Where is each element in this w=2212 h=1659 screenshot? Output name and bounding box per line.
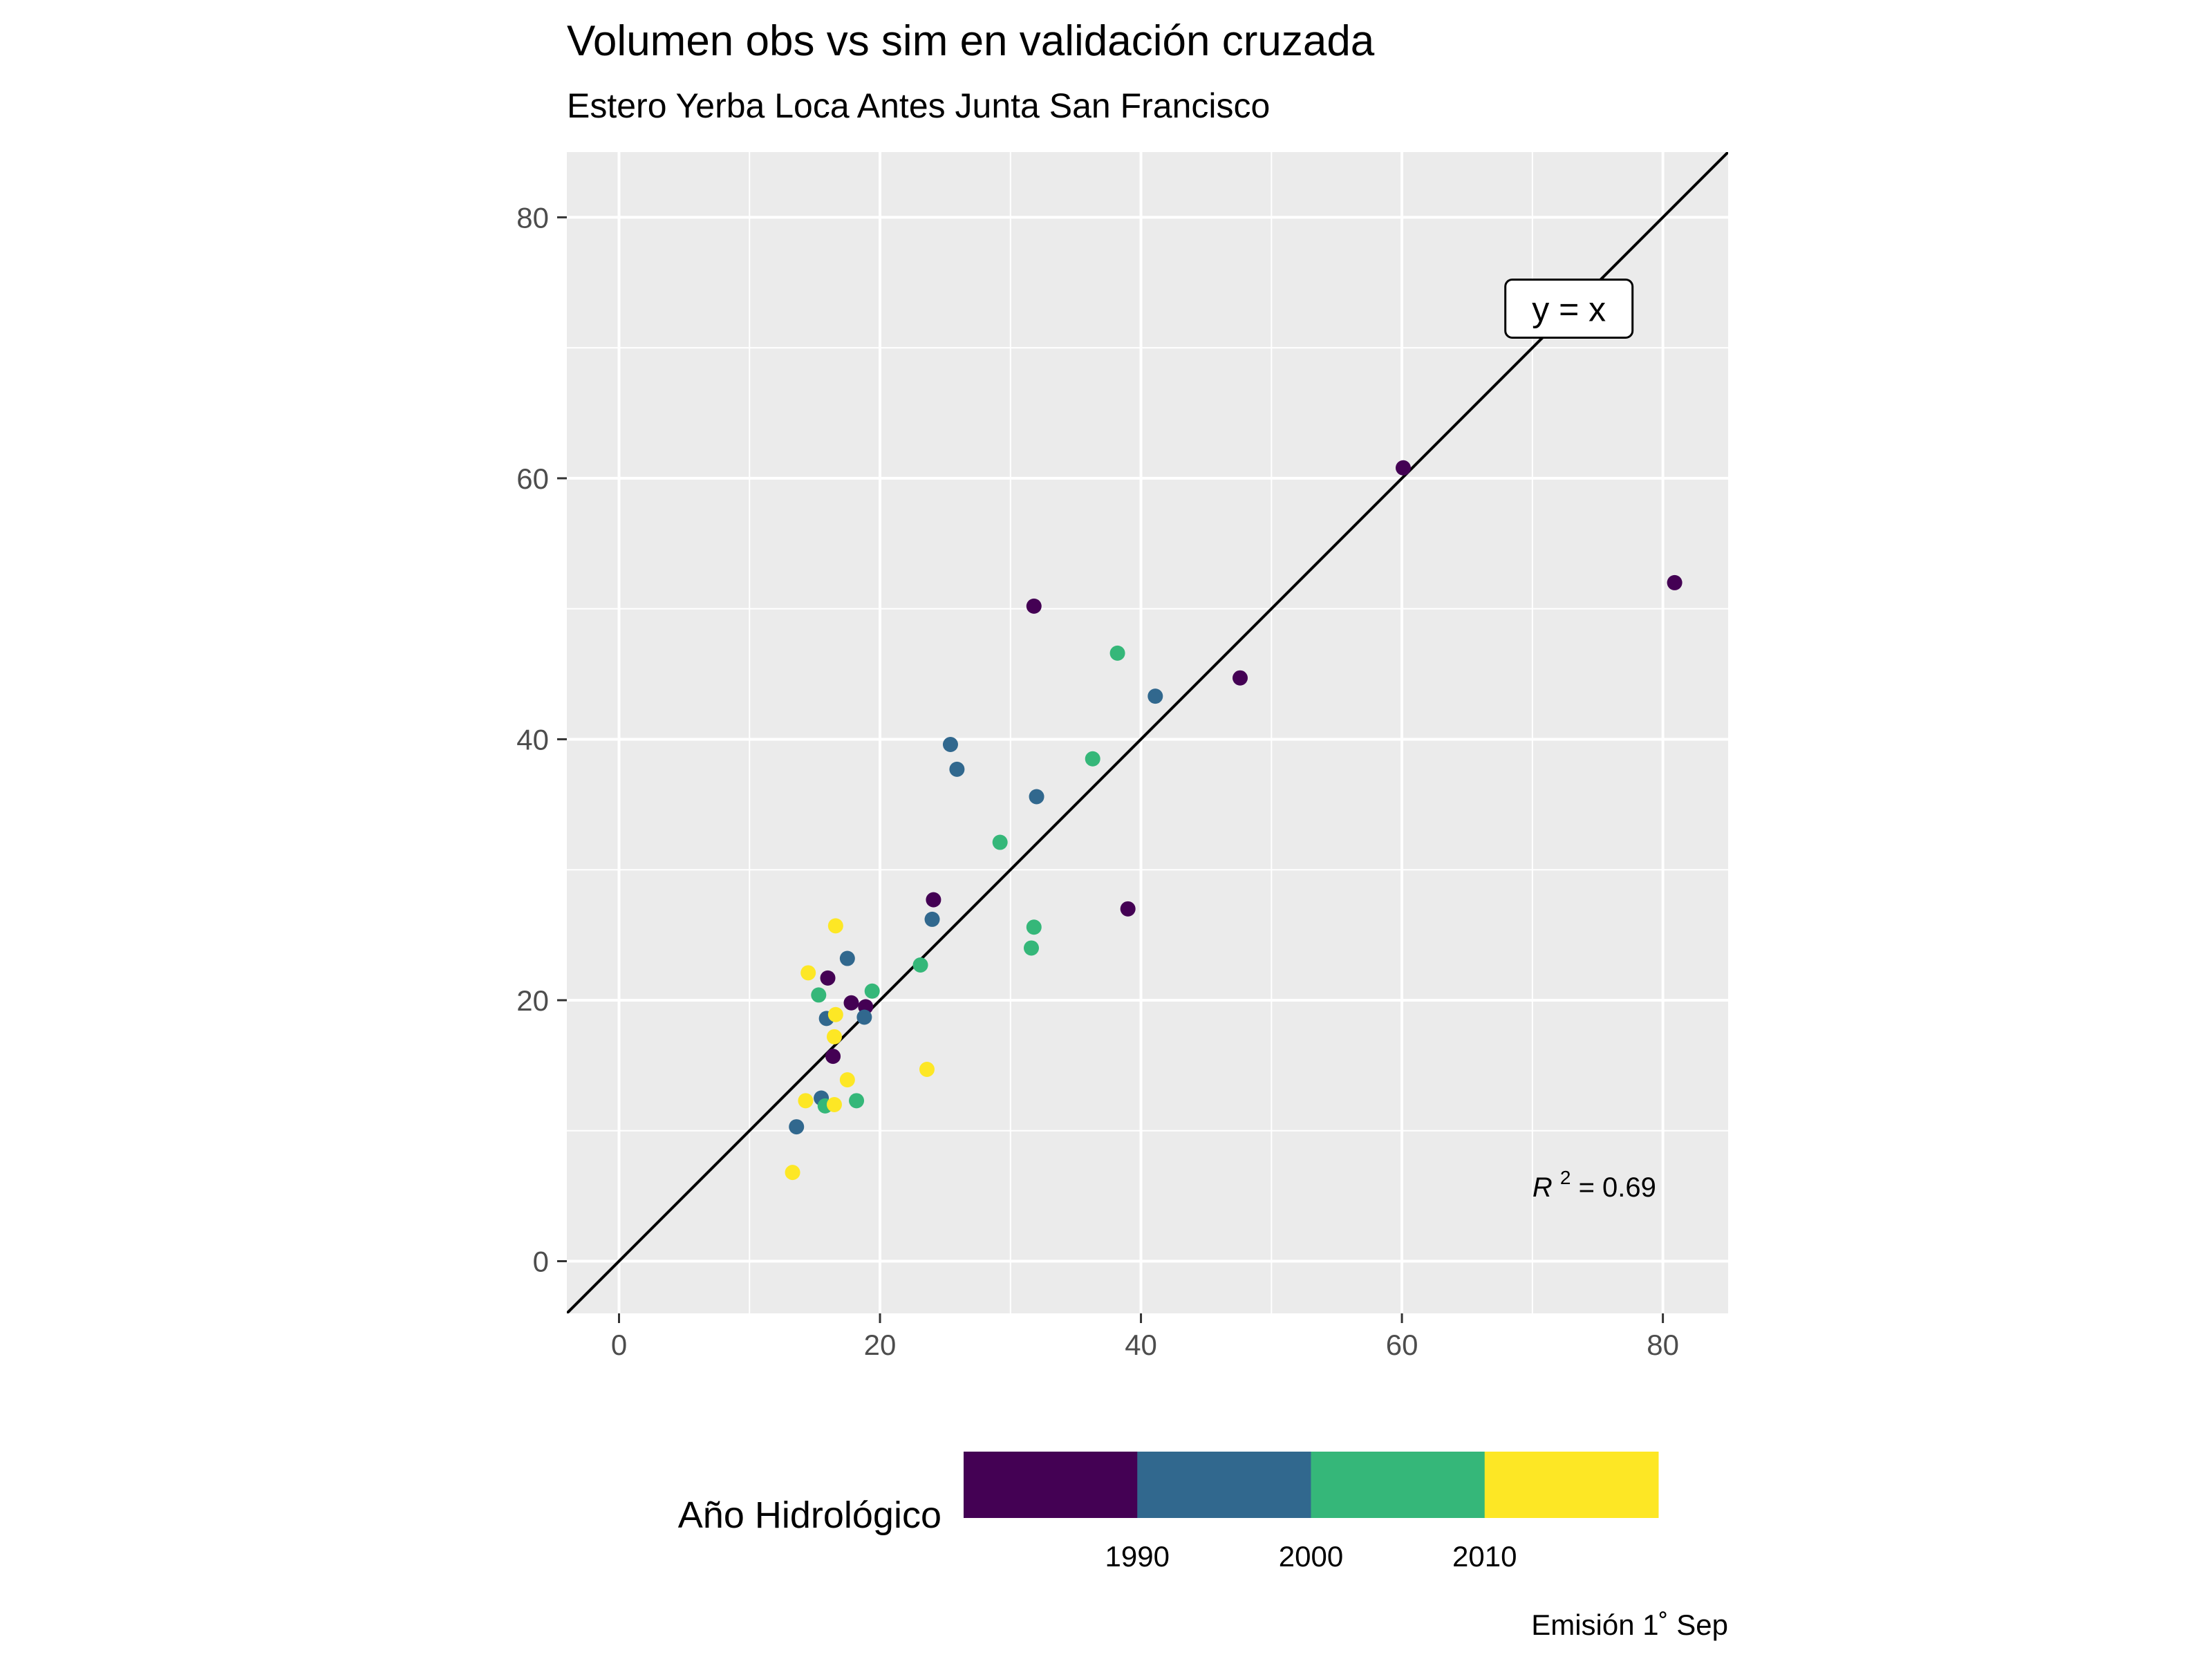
legend-bin-1 — [1137, 1452, 1311, 1518]
data-point-25 — [912, 957, 928, 973]
data-point-5 — [926, 892, 941, 908]
data-point-17 — [856, 1009, 872, 1025]
data-point-11 — [942, 736, 958, 752]
data-point-9 — [825, 1049, 841, 1065]
chart-caption: Emisión 1˚ Sep — [1531, 1609, 1728, 1641]
y-tick-label-3: 60 — [516, 462, 549, 495]
data-point-3 — [1026, 598, 1042, 614]
r-squared-annotation: R 2 = 0.69 — [1533, 1160, 1656, 1203]
r-squared-value: = 0.69 — [1579, 1172, 1656, 1203]
chart-title: Volumen obs vs sim en validación cruzada — [567, 17, 1375, 65]
y-tick-label-4: 80 — [516, 201, 549, 234]
data-point-35 — [839, 1072, 855, 1088]
data-point-21 — [1085, 751, 1100, 767]
legend-bin-0 — [964, 1452, 1138, 1518]
data-point-20 — [1109, 645, 1125, 661]
plot-area — [567, 152, 1728, 1313]
data-point-31 — [800, 965, 816, 981]
legend-bin-3 — [1484, 1452, 1659, 1518]
data-point-34 — [919, 1062, 935, 1078]
data-point-12 — [949, 761, 965, 777]
data-point-19 — [789, 1119, 805, 1135]
data-point-15 — [839, 950, 855, 966]
data-point-7 — [843, 995, 859, 1011]
data-point-1 — [1667, 574, 1683, 590]
x-tick-label-3: 60 — [1386, 1329, 1418, 1361]
chart-subtitle: Estero Yerba Loca Antes Junta San Franci… — [567, 86, 1270, 125]
legend-break-2: 2010 — [1452, 1540, 1517, 1573]
data-point-2 — [1232, 670, 1248, 686]
data-point-13 — [1029, 789, 1044, 805]
y-axis: 0 20 40 60 80 — [516, 201, 567, 1277]
legend: Año Hidrológico 1990 2000 2010 — [678, 1452, 1659, 1573]
data-point-24 — [1024, 940, 1039, 956]
identity-label-text: y = x — [1532, 290, 1606, 329]
data-point-27 — [811, 987, 827, 1003]
data-point-23 — [1026, 919, 1042, 935]
data-point-30 — [827, 918, 843, 934]
legend-title: Año Hidrológico — [678, 1494, 941, 1536]
grid — [567, 152, 1728, 1313]
legend-bin-2 — [1311, 1452, 1485, 1518]
x-axis: 0 20 40 60 80 — [611, 1313, 1679, 1361]
data-point-28 — [849, 1093, 865, 1109]
y-tick-label-0: 0 — [533, 1245, 549, 1277]
legend-break-0: 1990 — [1105, 1540, 1170, 1573]
data-point-14 — [924, 911, 940, 927]
x-tick-label-4: 80 — [1647, 1329, 1679, 1361]
data-point-36 — [798, 1093, 814, 1109]
r-squared-exponent: 2 — [1560, 1167, 1571, 1188]
identity-line — [567, 152, 1728, 1313]
x-tick-label-1: 20 — [864, 1329, 897, 1361]
data-point-10 — [1147, 688, 1163, 704]
data-point-22 — [992, 834, 1008, 850]
data-point-32 — [827, 1006, 843, 1022]
x-tick-label-2: 40 — [1125, 1329, 1157, 1361]
y-tick-label-1: 20 — [516, 984, 549, 1017]
data-point-0 — [1395, 460, 1411, 476]
legend-breaks: 1990 2000 2010 — [1105, 1540, 1517, 1573]
data-point-33 — [826, 1029, 842, 1044]
data-points — [785, 460, 1683, 1181]
r-squared-symbol: R — [1533, 1172, 1553, 1203]
x-tick-label-0: 0 — [611, 1329, 627, 1361]
data-point-26 — [864, 983, 880, 999]
identity-label-box — [1504, 279, 1634, 339]
data-point-6 — [820, 970, 836, 986]
data-point-38 — [785, 1165, 800, 1181]
y-tick-label-2: 40 — [516, 723, 549, 756]
legend-break-1: 2000 — [1279, 1540, 1343, 1573]
data-point-4 — [1120, 901, 1136, 917]
identity-label: y = x — [1504, 279, 1634, 339]
legend-colorbar — [964, 1452, 1659, 1518]
data-point-37 — [826, 1096, 842, 1112]
